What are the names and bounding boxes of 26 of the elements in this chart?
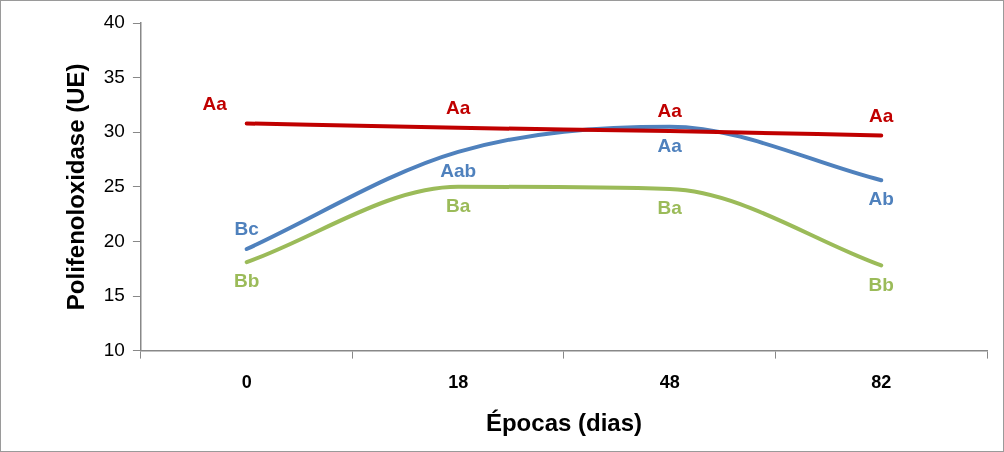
annotation: Aab bbox=[440, 160, 477, 182]
annotation: Ba bbox=[446, 195, 471, 217]
annotation: Aa bbox=[446, 97, 471, 119]
annotation: Aa bbox=[657, 100, 683, 122]
annotation: Bb bbox=[868, 273, 894, 295]
annotation: Bc bbox=[234, 218, 260, 240]
y-tick-label: 30 bbox=[103, 120, 125, 142]
annotation: Bb bbox=[234, 270, 260, 292]
y-tick-label: 25 bbox=[103, 175, 125, 197]
annotation: Aa bbox=[202, 92, 228, 114]
y-tick-label: 35 bbox=[103, 65, 125, 87]
y-axis-title: Polifenoloxidase (UE) bbox=[62, 63, 90, 311]
line-series bbox=[244, 121, 884, 138]
x-tick-label: 48 bbox=[659, 372, 680, 393]
annotation: Aa bbox=[869, 104, 894, 126]
y-tick-label: 15 bbox=[103, 284, 125, 306]
x-tick-label: 0 bbox=[241, 372, 252, 393]
annotation: Ba bbox=[657, 197, 683, 219]
x-tick-label: 18 bbox=[448, 372, 469, 393]
x-tick-label: 82 bbox=[871, 372, 892, 393]
y-tick-label: 20 bbox=[103, 229, 125, 251]
x-axis-title: Épocas (dias) bbox=[485, 409, 642, 437]
y-tick-label: 40 bbox=[103, 11, 125, 33]
annotation: Ab bbox=[868, 188, 894, 210]
y-tick-label: 10 bbox=[103, 338, 125, 360]
annotation: Aa bbox=[657, 134, 683, 156]
